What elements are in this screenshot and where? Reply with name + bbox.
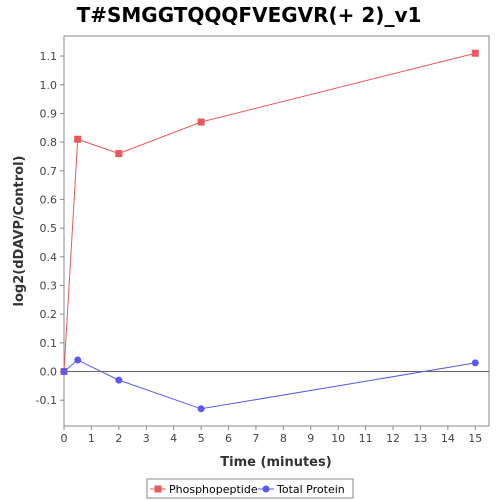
legend: Phosphopeptide Total Protein	[146, 478, 354, 499]
x-tick-label: 8	[280, 432, 287, 445]
x-tick-label: 7	[252, 432, 259, 445]
point-total-protein	[60, 368, 68, 376]
chart-title: T#SMGGTQQQFVEGVR(+ 2)_v1	[77, 3, 422, 27]
plot-area: 0 1 2 3 4 5 6 7 8 9 10 11 12 13 14 15 -0.10.00.10.20.30…	[36, 35, 490, 445]
y-tick-label: 1.0	[40, 79, 58, 92]
point-total-protein	[74, 356, 82, 364]
point-total-protein	[471, 359, 479, 367]
y-tick-label: 0.9	[40, 107, 58, 120]
x-tick-label: 1	[88, 432, 95, 445]
x-tick-label: 9	[307, 432, 314, 445]
legend-label-total-protein: Total Protein	[276, 483, 345, 496]
x-axis: 0 1 2 3 4 5 6 7 8 9 10 11 12 13 14 15	[61, 426, 482, 445]
x-tick-label: 15	[468, 432, 482, 445]
y-tick-label: 0.5	[40, 222, 58, 235]
x-axis-label: Time (minutes)	[220, 455, 331, 470]
x-tick-label: 0	[61, 432, 68, 445]
x-tick-label: 13	[413, 432, 427, 445]
point-phosphopeptide	[471, 49, 479, 57]
x-tick-label: 6	[225, 432, 232, 445]
series-layer	[60, 49, 479, 413]
legend-marker-total-protein	[262, 485, 270, 493]
x-tick-label: 10	[331, 432, 345, 445]
legend-box	[146, 478, 354, 499]
x-tick-label: 2	[115, 432, 122, 445]
y-tick-label: 0.2	[40, 308, 58, 321]
x-tick-label: 3	[143, 432, 150, 445]
y-tick-label: -0.1	[36, 394, 57, 407]
y-tick-label: 1.1	[40, 50, 58, 63]
point-phosphopeptide	[115, 150, 123, 158]
plot-frame	[63, 35, 490, 427]
x-tick-label: 11	[359, 432, 373, 445]
x-tick-label: 14	[441, 432, 455, 445]
y-axis: -0.1 0.0 0.1 0.2 0.3 0.4 0.5 0.6 0.7 0.8 0.9 1.0 1.1	[36, 50, 64, 407]
legend-label-phosphopeptide: Phosphopeptide	[169, 483, 258, 496]
point-phosphopeptide	[197, 118, 205, 126]
y-tick-label: 0.6	[40, 193, 58, 206]
y-tick-label: 0.4	[40, 251, 58, 264]
point-phosphopeptide	[74, 135, 82, 143]
y-axis-label: log2(dDAVP/Control)	[12, 156, 27, 307]
legend-marker-phosphopeptide	[154, 485, 162, 493]
point-total-protein	[197, 405, 205, 413]
y-tick-label: 0.8	[40, 136, 58, 149]
x-tick-label: 12	[386, 432, 400, 445]
point-total-protein	[115, 376, 123, 384]
y-tick-label: 0.1	[40, 337, 58, 350]
y-tick-label: 0.7	[40, 165, 58, 178]
y-tick-label: 0.0	[40, 366, 58, 379]
y-tick-label: 0.3	[40, 279, 58, 292]
x-tick-label: 5	[198, 432, 205, 445]
x-tick-label: 4	[170, 432, 177, 445]
